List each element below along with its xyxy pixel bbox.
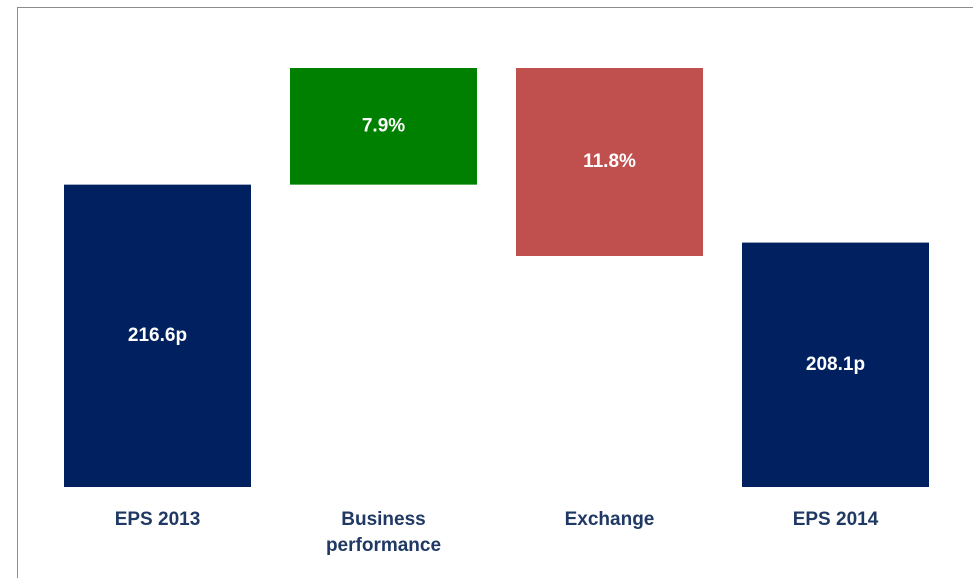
value-label: 7.9% xyxy=(362,115,405,136)
category-label: Business performance xyxy=(325,509,442,556)
value-label: 208.1p xyxy=(806,354,865,375)
chart-frame xyxy=(17,7,973,578)
category-label: EPS 2014 xyxy=(792,509,879,530)
bar xyxy=(290,68,477,185)
value-label: 216.6p xyxy=(128,325,187,346)
bar xyxy=(64,184,251,487)
category-label: EPS 2013 xyxy=(114,509,201,530)
value-label: 11.8% xyxy=(583,151,636,172)
category-label: Exchange xyxy=(564,509,655,530)
bar xyxy=(742,242,929,487)
bar xyxy=(516,68,703,256)
